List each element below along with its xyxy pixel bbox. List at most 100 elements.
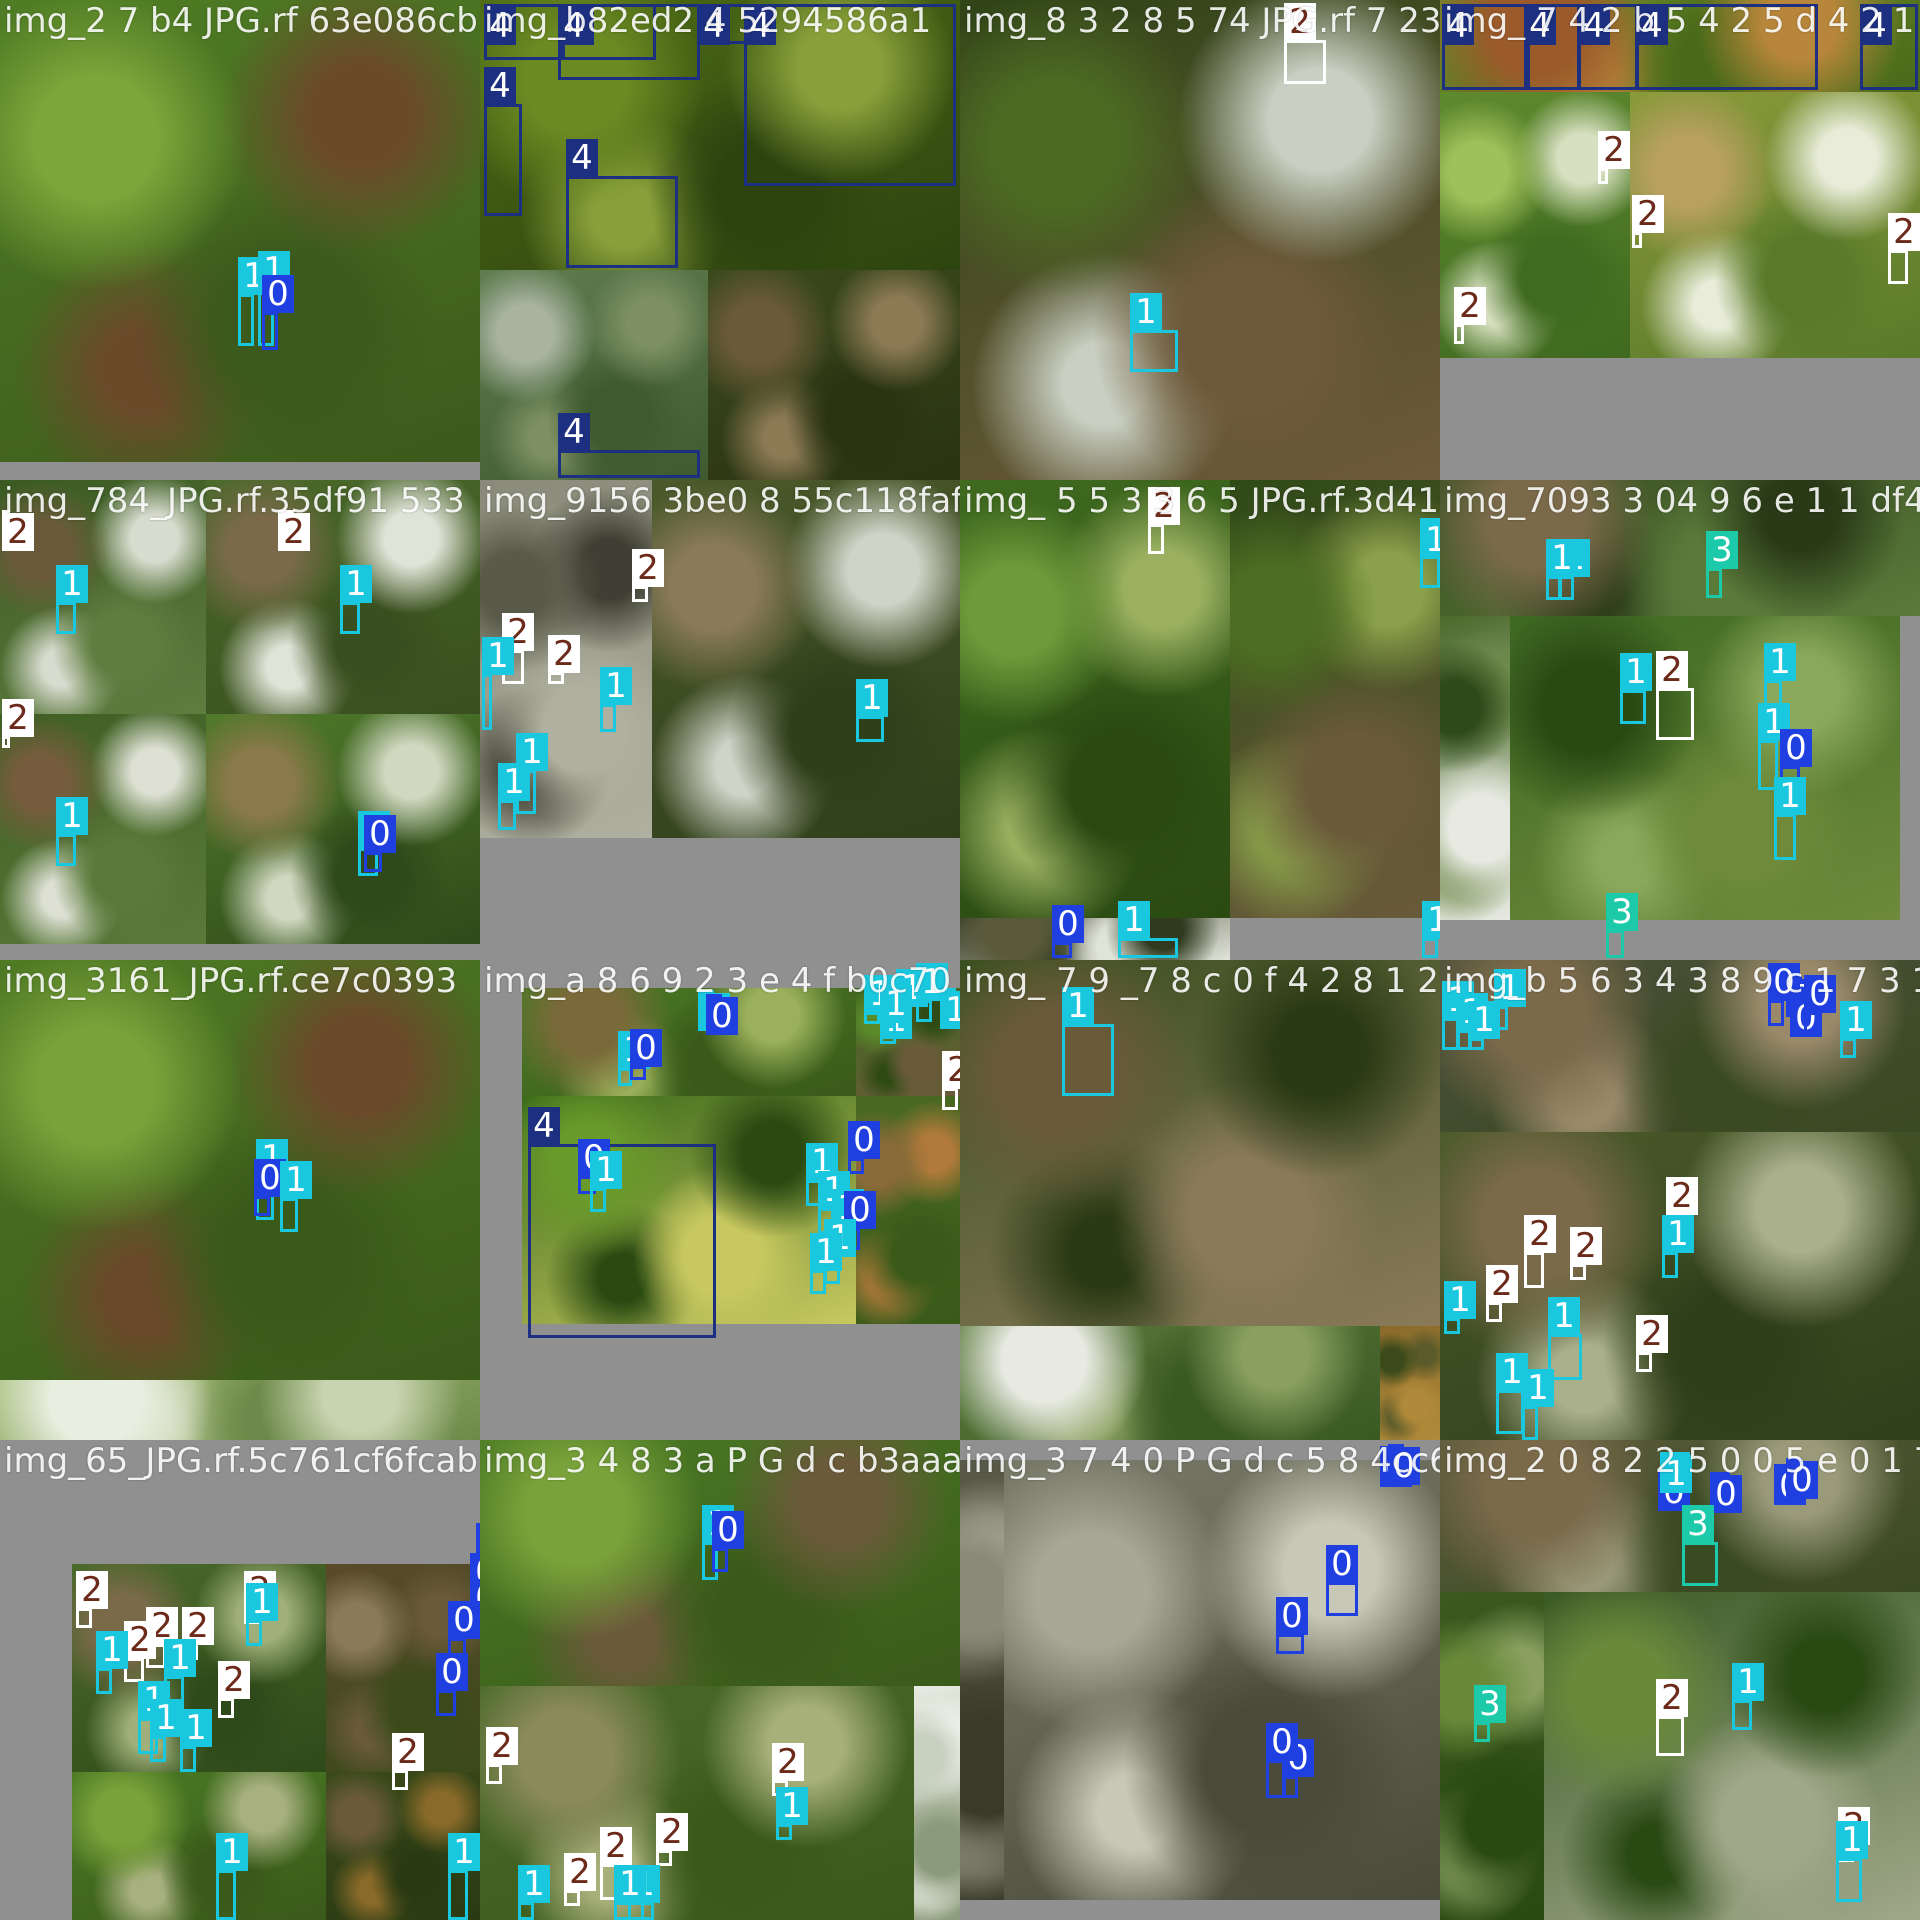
mosaic-cell: 0001110112221211211img_b 5 6 3 4 3 8 9 c… (1440, 960, 1920, 1440)
mosaic-cell: 01000332121img_2 0 8 2 2 5 0 0 5 e 0 1 7… (1440, 1440, 1920, 1920)
image-filename: img_2 0 8 2 2 5 0 0 5 e 0 1 7 c4dc (1444, 1441, 1920, 1481)
bounding-box: 2 (76, 1571, 108, 1628)
class-label: 0 (470, 1579, 480, 1617)
bounding-box: 4 (484, 4, 562, 60)
bounding-box: 0 (1786, 1458, 1818, 1499)
bounding-box: 0 (706, 994, 738, 1035)
bounding-box: 2 (2, 510, 34, 551)
photo-tile (206, 714, 480, 944)
class-label: 4 (744, 7, 776, 45)
class-label: 0 (1780, 729, 1812, 767)
bounding-box: 0 (1710, 1472, 1742, 1513)
padding-area (0, 462, 480, 480)
mosaic-cell: 2 2 2 1 1 1 1 1 img_9156 3be0 8 55c118faff (480, 480, 960, 960)
image-filename: img_b 5 6 3 4 3 8 9 c 1 7 3 121c (1444, 961, 1920, 1001)
mosaic-cell: 2 1 img_8 3 2 8 5 74 JPG.rf 7 23daa02 (960, 0, 1440, 480)
bounding-box: 2 (1486, 1265, 1518, 1322)
bounding-box: 1 (600, 667, 632, 732)
class-label: 1 (776, 1787, 808, 1825)
bounding-box: 4 (528, 1107, 716, 1338)
class-label: 1 (340, 565, 372, 603)
image-filename: img_8 3 2 8 5 74 JPG.rf 7 23daa02 (964, 1, 1440, 41)
image-filename: img_7093 3 04 9 6 e 1 1 df448e16 (1444, 481, 1920, 521)
class-label: 2 (772, 1743, 804, 1781)
mosaic-cell: 22122211211100000211img_65_JPG.rf.5c761c… (0, 1440, 480, 1920)
class-label: 0 (1710, 1475, 1742, 1513)
bounding-box: 1 (1468, 1001, 1500, 1050)
bounding-box: 1 (56, 797, 88, 866)
bounding-box: 2 (1524, 1215, 1556, 1288)
class-label: 2 (278, 513, 310, 551)
photo-tile (0, 1380, 480, 1440)
class-label: 2 (1570, 1227, 1602, 1265)
bounding-box: 0 (436, 1653, 468, 1716)
class-label: 2 (1486, 1265, 1518, 1303)
class-label: 3 (1682, 1505, 1714, 1543)
class-label: 4 (558, 413, 590, 451)
class-label: 0 (630, 1029, 662, 1067)
padding-area (0, 1440, 480, 1564)
photo-tile (522, 988, 856, 1096)
class-label: 1 (1548, 1297, 1580, 1335)
class-label: 1 (518, 1865, 550, 1903)
bounding-box: 1 (96, 1631, 128, 1694)
bounding-box: 2 (1598, 131, 1630, 184)
photo-tile (0, 960, 480, 1380)
bounding-box: 1 (1774, 777, 1806, 860)
bounding-box: 1 (150, 1699, 182, 1762)
photo-tile (960, 918, 1230, 960)
photo-tile (1004, 1460, 1440, 1900)
bounding-box: 1 (776, 1787, 808, 1840)
class-label: 2 (1888, 213, 1920, 251)
class-label: 0 (476, 1523, 480, 1561)
class-label: 4 (484, 67, 516, 105)
bounding-box: 2 (1632, 195, 1664, 248)
bounding-box: 0 (1388, 1444, 1420, 1485)
class-label: 2 (2, 699, 34, 737)
class-label: 4 (528, 1107, 560, 1145)
photo-tile (960, 1460, 1004, 1900)
bounding-box: 1 (1548, 1297, 1582, 1380)
class-label: 0 (1326, 1545, 1358, 1583)
bounding-box: 0 (254, 1159, 286, 1216)
bounding-box: 1 (280, 1161, 312, 1232)
bounding-box: 1 (498, 763, 530, 830)
class-label: 4 (1578, 7, 1610, 45)
class-label: 2 (1636, 1315, 1668, 1353)
photo-tile (0, 480, 206, 714)
image-filename: img_9156 3be0 8 55c118faff (484, 481, 960, 521)
bounding-box: 2 (1284, 3, 1326, 84)
bounding-box: 1 (916, 963, 948, 1022)
class-label: 1 (216, 1833, 248, 1871)
class-label: 0 (262, 275, 294, 313)
bounding-box: 1 (1062, 987, 1114, 1096)
class-label: 1 (600, 667, 632, 705)
class-label: 4 (1860, 7, 1892, 45)
image-filename: img_3 7 4 0 P G d c 5 8 4cc6d7 (964, 1441, 1440, 1481)
bounding-box: 3 (1474, 1685, 1506, 1742)
class-label: 4 (1442, 7, 1474, 45)
class-label: 2 (2, 513, 34, 551)
class-label: 1 (590, 1151, 622, 1189)
class-label: 1 (1764, 643, 1796, 681)
bounding-box: 0 (1266, 1723, 1298, 1798)
class-label: 1 (1774, 777, 1806, 815)
photo-tile (480, 270, 708, 480)
class-label: 2 (1666, 1177, 1698, 1215)
class-label: 0 (712, 1511, 744, 1549)
photo-tile (1230, 480, 1440, 918)
photo-tile (1440, 1592, 1544, 1920)
bounding-box: 0 (1326, 1545, 1358, 1616)
bounding-box: 1 (1546, 539, 1578, 600)
bounding-box: 2 (942, 1051, 960, 1110)
bounding-box: 1 (518, 1865, 550, 1920)
class-label: 0 (1276, 1597, 1308, 1635)
photo-tile (960, 960, 1440, 1326)
bounding-box: 0 (1804, 975, 1836, 1034)
photo-tile (1440, 0, 1920, 92)
padding-area (480, 988, 522, 1440)
mosaic-cell: 3111211013img_7093 3 04 9 6 e 1 1 df448e… (1440, 480, 1920, 960)
bounding-box: 1 (1494, 969, 1526, 1030)
bounding-box: 4 (1636, 4, 1818, 90)
